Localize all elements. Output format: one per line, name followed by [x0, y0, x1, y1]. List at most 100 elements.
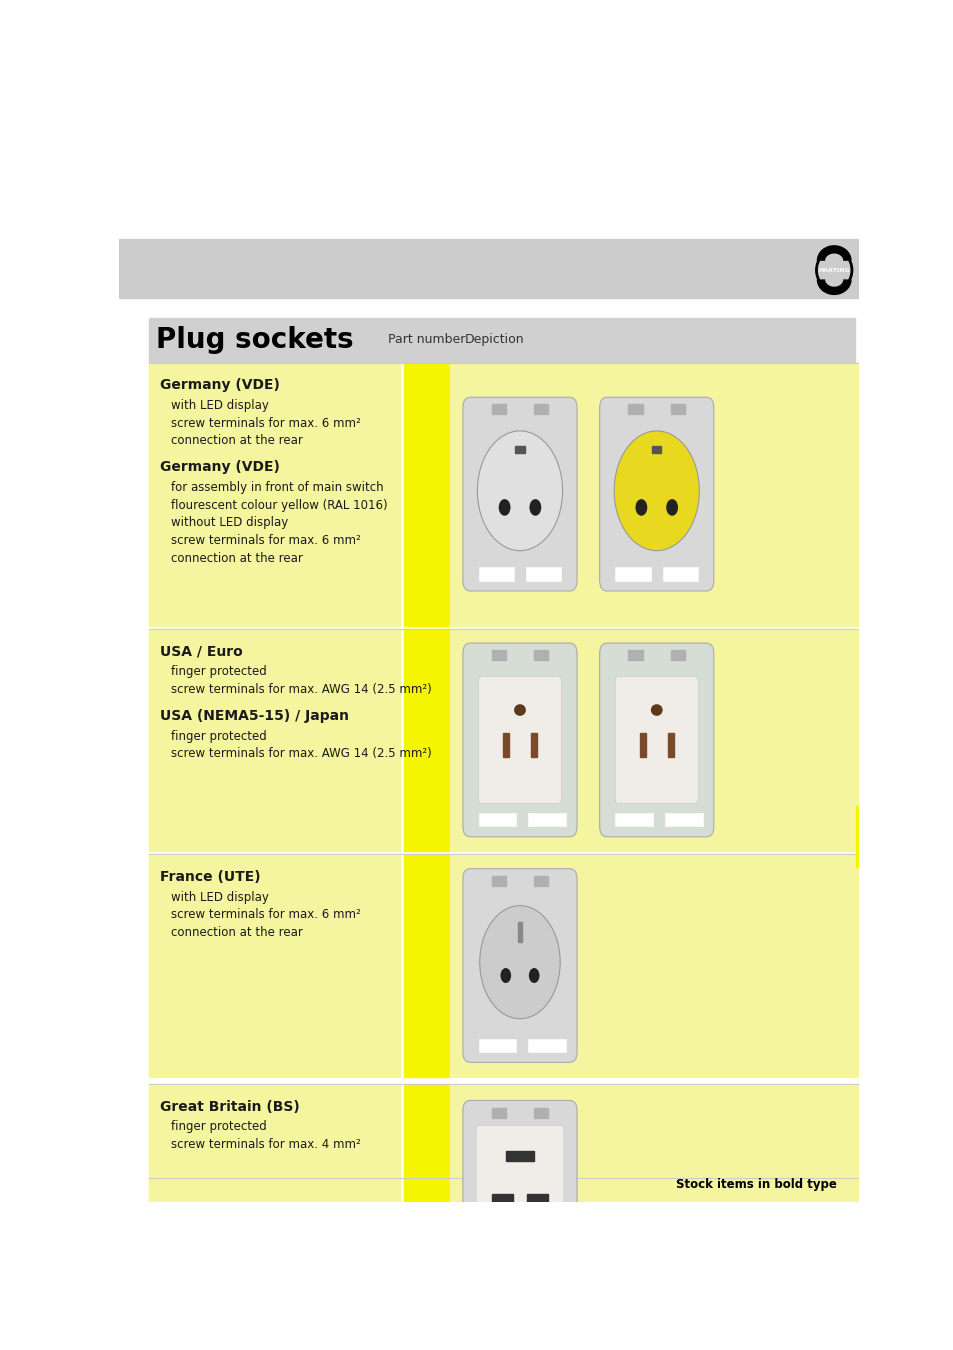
FancyBboxPatch shape — [615, 676, 698, 803]
Text: USA (NEMA5-15) / Japan: USA (NEMA5-15) / Japan — [160, 709, 349, 722]
Bar — [639, 733, 645, 756]
Bar — [491, 404, 505, 414]
FancyBboxPatch shape — [599, 643, 713, 837]
Bar — [517, 922, 522, 942]
Bar — [615, 567, 650, 580]
Bar — [531, 733, 537, 756]
Bar — [534, 876, 548, 886]
Text: finger protected: finger protected — [171, 666, 267, 678]
Text: screw terminals for max. AWG 14 (2.5 mm²): screw terminals for max. AWG 14 (2.5 mm²… — [171, 683, 432, 695]
FancyBboxPatch shape — [477, 676, 561, 803]
Bar — [664, 813, 702, 826]
Text: flourescent colour yellow (RAL 1016): flourescent colour yellow (RAL 1016) — [171, 498, 387, 512]
Circle shape — [528, 968, 539, 983]
Bar — [149, 855, 400, 1077]
Bar — [515, 446, 524, 452]
Bar — [528, 1270, 565, 1284]
Bar — [528, 1038, 565, 1052]
Bar — [615, 813, 653, 826]
Text: Depiction: Depiction — [464, 333, 523, 346]
Text: screw terminals for max. 6 mm²: screw terminals for max. 6 mm² — [171, 417, 360, 429]
Text: USA / Euro: USA / Euro — [160, 644, 242, 659]
Bar — [478, 567, 514, 580]
Text: Part number: Part number — [388, 333, 465, 346]
Text: screw terminals for max. 6 mm²: screw terminals for max. 6 mm² — [171, 535, 360, 547]
Bar — [670, 404, 684, 414]
FancyBboxPatch shape — [462, 397, 577, 591]
Bar — [491, 876, 505, 886]
Bar — [534, 651, 548, 660]
Bar — [449, 1084, 858, 1311]
Bar — [449, 629, 858, 852]
Bar — [478, 813, 516, 826]
Bar — [526, 1193, 548, 1204]
Bar — [856, 806, 860, 867]
Circle shape — [476, 431, 562, 551]
FancyBboxPatch shape — [462, 868, 577, 1062]
Bar — [449, 1177, 858, 1268]
Bar — [149, 629, 400, 852]
Bar — [667, 733, 673, 756]
Text: finger protected: finger protected — [171, 1120, 267, 1134]
Text: screw terminals for max. AWG 14 (2.5 mm²): screw terminals for max. AWG 14 (2.5 mm²… — [171, 748, 432, 760]
Bar — [491, 651, 505, 660]
Bar — [403, 629, 449, 852]
FancyBboxPatch shape — [599, 397, 713, 591]
Bar — [505, 1150, 534, 1161]
Text: Great Britain (BS): Great Britain (BS) — [160, 1100, 299, 1114]
Ellipse shape — [514, 705, 525, 716]
FancyBboxPatch shape — [462, 643, 577, 837]
Bar — [628, 404, 642, 414]
Text: finger protected: finger protected — [171, 729, 267, 742]
Bar — [528, 813, 565, 826]
Text: Stock items in bold type: Stock items in bold type — [675, 1179, 836, 1191]
Text: Plug sockets: Plug sockets — [156, 325, 354, 354]
FancyBboxPatch shape — [476, 1126, 563, 1266]
Text: connection at the rear: connection at the rear — [171, 435, 302, 447]
Bar — [149, 363, 400, 625]
Circle shape — [498, 500, 510, 516]
Text: with LED display: with LED display — [171, 400, 269, 412]
Bar — [403, 1177, 449, 1268]
Text: Germany (VDE): Germany (VDE) — [160, 460, 279, 474]
Bar — [491, 1193, 513, 1204]
Text: Germany (VDE): Germany (VDE) — [160, 378, 279, 393]
Bar — [534, 1107, 548, 1118]
Text: HARTING: HARTING — [818, 267, 849, 273]
Bar — [628, 651, 642, 660]
Bar — [651, 446, 660, 452]
Bar — [478, 1270, 516, 1284]
Text: connection at the rear: connection at the rear — [171, 926, 302, 940]
Circle shape — [500, 968, 511, 983]
Circle shape — [635, 500, 647, 516]
Text: screw terminals for max. 6 mm²: screw terminals for max. 6 mm² — [171, 909, 360, 921]
Bar — [491, 1107, 505, 1118]
Circle shape — [529, 500, 540, 516]
Text: screw terminals for max. 4 mm²: screw terminals for max. 4 mm² — [171, 1138, 360, 1152]
Bar — [403, 1084, 449, 1311]
Text: for assembly in front of main switch: for assembly in front of main switch — [171, 481, 383, 494]
Circle shape — [614, 431, 699, 551]
Bar — [662, 567, 698, 580]
Bar — [449, 855, 858, 1077]
Bar — [149, 319, 854, 362]
FancyBboxPatch shape — [462, 1100, 577, 1295]
Ellipse shape — [650, 705, 662, 716]
Text: France (UTE): France (UTE) — [160, 869, 260, 884]
Bar — [403, 363, 449, 625]
Circle shape — [479, 906, 559, 1019]
Bar — [534, 404, 548, 414]
Bar — [149, 1084, 400, 1311]
Bar — [478, 1038, 516, 1052]
Bar — [149, 1177, 400, 1268]
Bar — [670, 651, 684, 660]
Text: connection at the rear: connection at the rear — [171, 552, 302, 564]
Bar — [525, 567, 560, 580]
Bar — [449, 363, 858, 625]
Text: without LED display: without LED display — [171, 517, 288, 529]
Bar — [502, 733, 508, 756]
Bar — [119, 239, 858, 298]
Text: with LED display: with LED display — [171, 891, 269, 903]
Circle shape — [665, 500, 678, 516]
Bar — [403, 855, 449, 1077]
